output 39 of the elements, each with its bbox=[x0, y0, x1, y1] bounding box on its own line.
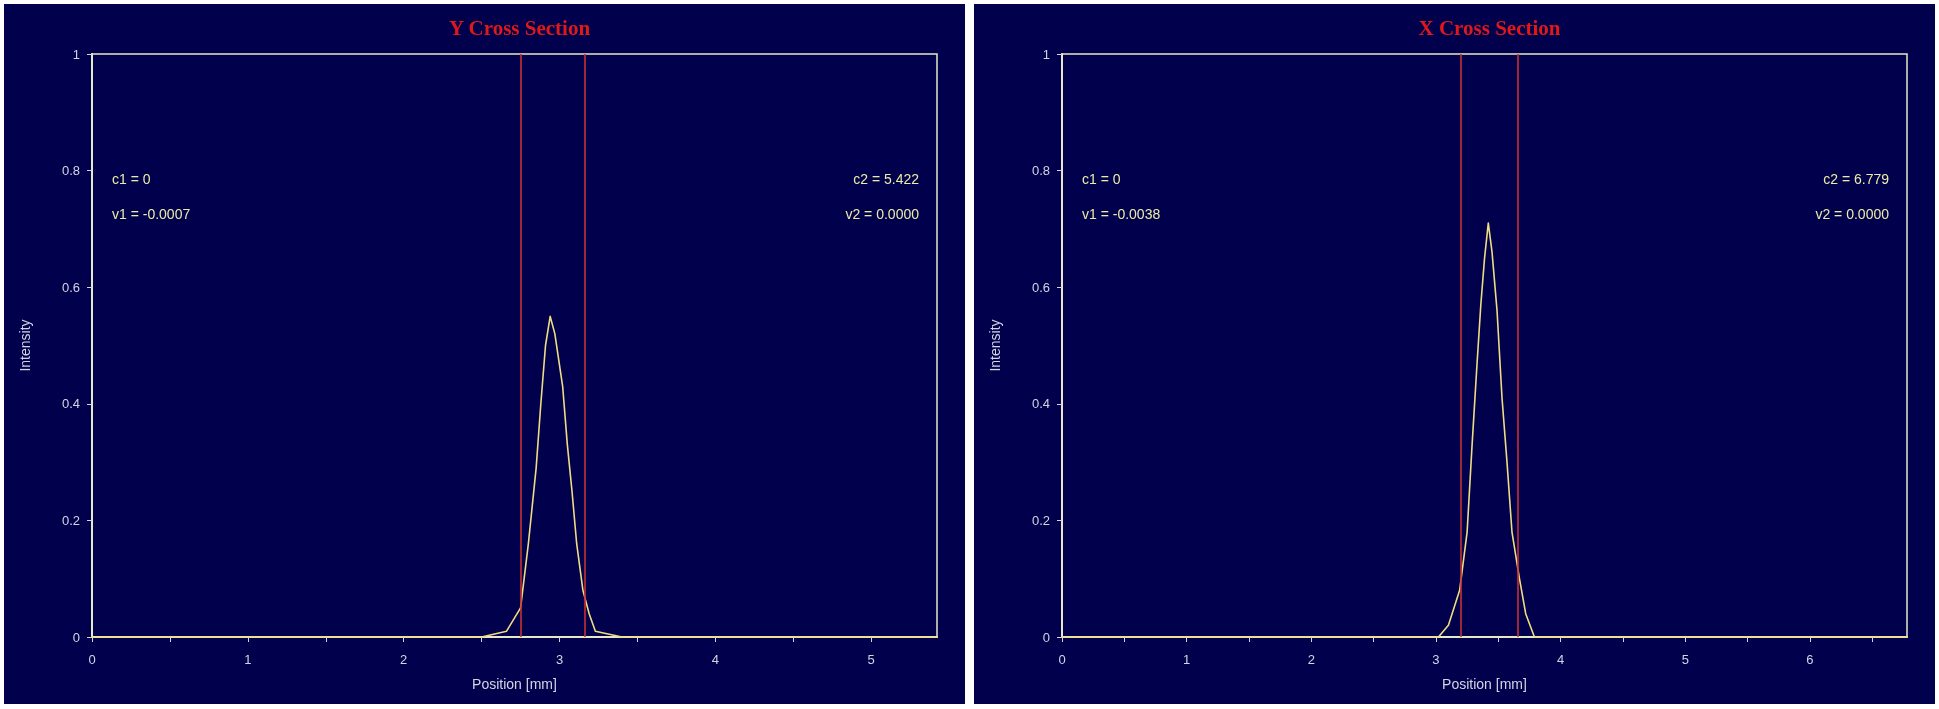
y-tick-label: 0.4 bbox=[61, 396, 80, 412]
chart-title: X Cross Section bbox=[1418, 15, 1561, 40]
annotation: v1 = -0.0007 bbox=[112, 206, 191, 222]
y-axis-title: Intensity bbox=[17, 319, 33, 372]
x-tick-label: 6 bbox=[1806, 652, 1814, 667]
annotation: c2 = 5.422 bbox=[853, 171, 920, 187]
y-tick-label: 0.8 bbox=[61, 163, 80, 179]
x-tick-label: 2 bbox=[1307, 652, 1315, 667]
y-tick-label: 0 bbox=[72, 629, 80, 645]
y-tick-label: 1 bbox=[1042, 46, 1050, 62]
x-tick-label: 1 bbox=[1183, 652, 1191, 667]
y-tick-label: 0.8 bbox=[1031, 163, 1050, 179]
x-tick-label: 0 bbox=[88, 652, 96, 667]
annotation: c1 = 0 bbox=[1082, 171, 1121, 187]
x-tick-label: 5 bbox=[1681, 652, 1689, 667]
y-tick-label: 0.4 bbox=[1031, 396, 1050, 412]
y-axis-title: Intensity bbox=[987, 319, 1003, 372]
annotation: v2 = 0.0000 bbox=[845, 206, 920, 222]
y-tick-label: 0 bbox=[1042, 629, 1050, 645]
chart-title: Y Cross Section bbox=[448, 15, 591, 40]
x-tick-label: 5 bbox=[867, 652, 875, 667]
x-tick-label: 0 bbox=[1058, 652, 1066, 667]
y-tick-label: 0.2 bbox=[61, 512, 80, 528]
annotation: v2 = 0.0000 bbox=[1815, 206, 1890, 222]
annotation: v1 = -0.0038 bbox=[1082, 206, 1161, 222]
annotation: c2 = 6.779 bbox=[1823, 171, 1890, 187]
x-tick-label: 1 bbox=[244, 652, 252, 667]
y-tick-label: 0.6 bbox=[1031, 279, 1050, 295]
x-tick-label: 3 bbox=[1432, 652, 1440, 667]
x-tick-label: 4 bbox=[711, 652, 719, 667]
x-axis-title: Position [mm] bbox=[472, 676, 557, 692]
x-tick-label: 3 bbox=[555, 652, 564, 667]
y-tick-label: 0.2 bbox=[1031, 512, 1050, 528]
y-tick-label: 0.6 bbox=[61, 279, 80, 295]
x-tick-label: 2 bbox=[400, 652, 408, 667]
annotation: c1 = 0 bbox=[112, 171, 151, 187]
y-tick-label: 1 bbox=[72, 46, 80, 62]
x-tick-label: 4 bbox=[1556, 652, 1565, 667]
x-axis-title: Position [mm] bbox=[1442, 676, 1527, 692]
